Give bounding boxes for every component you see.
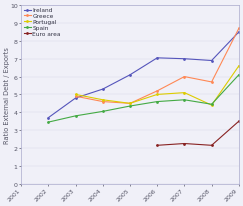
Ireland — [101, 88, 104, 91]
Ireland — [210, 60, 213, 62]
Portugal — [101, 99, 104, 102]
Portugal — [74, 94, 77, 96]
Spain — [129, 105, 131, 108]
Portugal — [156, 94, 159, 96]
Portugal — [210, 104, 213, 107]
Greece — [129, 103, 131, 105]
Portugal — [129, 103, 131, 105]
Euro area — [156, 144, 159, 147]
Line: Ireland: Ireland — [47, 31, 240, 119]
Line: Portugal: Portugal — [74, 65, 240, 107]
Greece — [74, 96, 77, 98]
Spain — [237, 74, 240, 77]
Line: Greece: Greece — [74, 28, 240, 105]
Portugal — [183, 92, 186, 94]
Greece — [210, 81, 213, 84]
Line: Spain: Spain — [47, 74, 240, 124]
Ireland — [47, 117, 50, 119]
Ireland — [156, 57, 159, 60]
Greece — [101, 101, 104, 103]
Greece — [237, 28, 240, 30]
Y-axis label: Ratio External Debt / Exports: Ratio External Debt / Exports — [4, 47, 10, 143]
Spain — [210, 103, 213, 106]
Spain — [156, 101, 159, 103]
Portugal — [237, 65, 240, 68]
Legend: Ireland, Greece, Portugal, Spain, Euro area: Ireland, Greece, Portugal, Spain, Euro a… — [22, 7, 62, 38]
Ireland — [237, 32, 240, 34]
Spain — [74, 115, 77, 117]
Euro area — [237, 120, 240, 123]
Spain — [183, 99, 186, 102]
Euro area — [183, 143, 186, 145]
Greece — [156, 90, 159, 93]
Spain — [47, 121, 50, 124]
Euro area — [210, 144, 213, 147]
Ireland — [74, 97, 77, 100]
Greece — [183, 76, 186, 78]
Spain — [101, 111, 104, 113]
Line: Euro area: Euro area — [156, 120, 240, 147]
Ireland — [183, 58, 186, 61]
Ireland — [129, 74, 131, 77]
